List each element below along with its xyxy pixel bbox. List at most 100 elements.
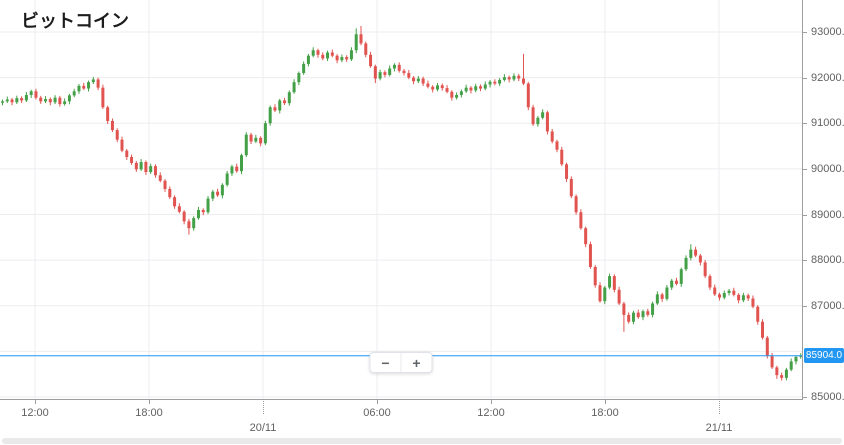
candle-body xyxy=(39,97,43,102)
candle-body xyxy=(502,77,506,80)
candle-body xyxy=(794,356,798,362)
current-price-label: 85904.0 xyxy=(804,348,844,364)
candle-body xyxy=(641,311,645,318)
candle-body xyxy=(631,312,635,322)
candle-body xyxy=(593,266,597,286)
candle-body xyxy=(646,311,650,315)
candle-body xyxy=(349,50,353,60)
candle-body xyxy=(550,131,554,142)
candle-body xyxy=(459,91,463,95)
candle-body xyxy=(216,191,220,196)
candle-body xyxy=(416,78,420,82)
candle-body xyxy=(67,95,71,102)
candle-body xyxy=(608,276,612,288)
price-tick-label: 85000.0 xyxy=(811,391,844,404)
candle-body xyxy=(259,137,263,144)
candle-body xyxy=(77,85,81,92)
candle-body xyxy=(397,64,401,71)
candle-body xyxy=(306,55,310,64)
date-tick-label: 21/11 xyxy=(705,422,733,434)
price-tick-mark xyxy=(803,77,807,79)
candle-body xyxy=(321,54,325,59)
candle-body xyxy=(541,112,545,118)
date-tick-label: 20/11 xyxy=(249,422,277,434)
candle-body xyxy=(220,184,224,196)
candle-body xyxy=(526,83,530,108)
candle-body xyxy=(488,81,492,85)
zoom-control: − + xyxy=(369,352,433,373)
candle-body xyxy=(507,77,511,80)
price-tick-mark xyxy=(803,31,807,33)
candle-body xyxy=(498,79,502,84)
candle-body xyxy=(302,63,306,74)
candle-body xyxy=(665,287,669,299)
candle-body xyxy=(421,78,425,84)
candle-body xyxy=(48,99,52,103)
candle-body xyxy=(445,88,449,92)
candle-body xyxy=(708,276,712,288)
price-tick-label: 87000.0 xyxy=(811,299,844,312)
candle-body xyxy=(373,66,377,79)
candle-body xyxy=(163,180,167,189)
candle-body xyxy=(588,244,592,267)
candle-body xyxy=(531,107,535,125)
candle-body xyxy=(440,85,444,89)
candle-body xyxy=(426,83,430,87)
candle-body xyxy=(517,75,521,79)
candle-body xyxy=(780,375,784,378)
candle-body xyxy=(435,85,439,90)
candle-body xyxy=(660,294,664,299)
candle-body xyxy=(369,54,373,67)
horizontal-scrollbar[interactable] xyxy=(2,438,842,444)
candle-body xyxy=(182,211,186,222)
candle-body xyxy=(565,164,569,179)
candle-body xyxy=(278,100,282,111)
candle-body xyxy=(225,173,229,185)
candle-body xyxy=(44,99,48,102)
candle-body xyxy=(579,212,583,229)
candle-body xyxy=(555,141,559,150)
candle-body xyxy=(115,130,119,140)
price-tick-mark xyxy=(803,260,807,262)
candle-body xyxy=(751,298,755,307)
candle-body xyxy=(29,91,33,95)
candle-body xyxy=(407,73,411,78)
candle-body xyxy=(345,57,349,60)
candle-body xyxy=(34,91,38,98)
candle-body xyxy=(612,276,616,290)
price-tick-label: 88000.0 xyxy=(811,254,844,267)
candle-body xyxy=(110,120,114,131)
candle-body xyxy=(402,70,406,74)
time-tick-mark xyxy=(35,400,36,404)
candle-body xyxy=(698,255,702,263)
candle-body xyxy=(392,64,396,69)
candle-body xyxy=(383,72,387,75)
candle-body xyxy=(545,112,549,132)
candle-body xyxy=(679,269,683,284)
time-tick-mark xyxy=(491,400,492,404)
candle-body xyxy=(230,166,234,174)
candle-body xyxy=(168,188,172,198)
candle-body xyxy=(72,91,76,96)
candle-body xyxy=(87,82,91,89)
time-tick-label: 18:00 xyxy=(591,407,619,419)
candle-body xyxy=(718,294,721,298)
candle-body xyxy=(784,369,788,378)
zoom-out-button[interactable]: − xyxy=(381,354,390,371)
candle-body xyxy=(655,294,659,304)
price-tick-mark xyxy=(803,123,807,125)
time-scale[interactable]: 12:00 18:00 20/11 06:00 12:00 18:00 21/11 xyxy=(0,399,802,440)
candle-body xyxy=(574,196,578,213)
zoom-in-button[interactable]: + xyxy=(400,353,432,372)
candle-body xyxy=(15,98,19,103)
candle-body xyxy=(244,134,248,156)
price-scale[interactable]: 85904.0 93000.0 92000.0 91000.0 90000.0 8900… xyxy=(802,0,844,404)
candle-body xyxy=(627,314,631,322)
chart-plot-area[interactable] xyxy=(0,0,802,399)
chart-canvas[interactable] xyxy=(0,0,802,399)
candle-body xyxy=(474,86,478,91)
price-tick-mark xyxy=(803,214,807,216)
price-tick-label: 92000.0 xyxy=(811,71,844,84)
candle-body xyxy=(694,249,698,256)
candle-body xyxy=(24,94,28,101)
